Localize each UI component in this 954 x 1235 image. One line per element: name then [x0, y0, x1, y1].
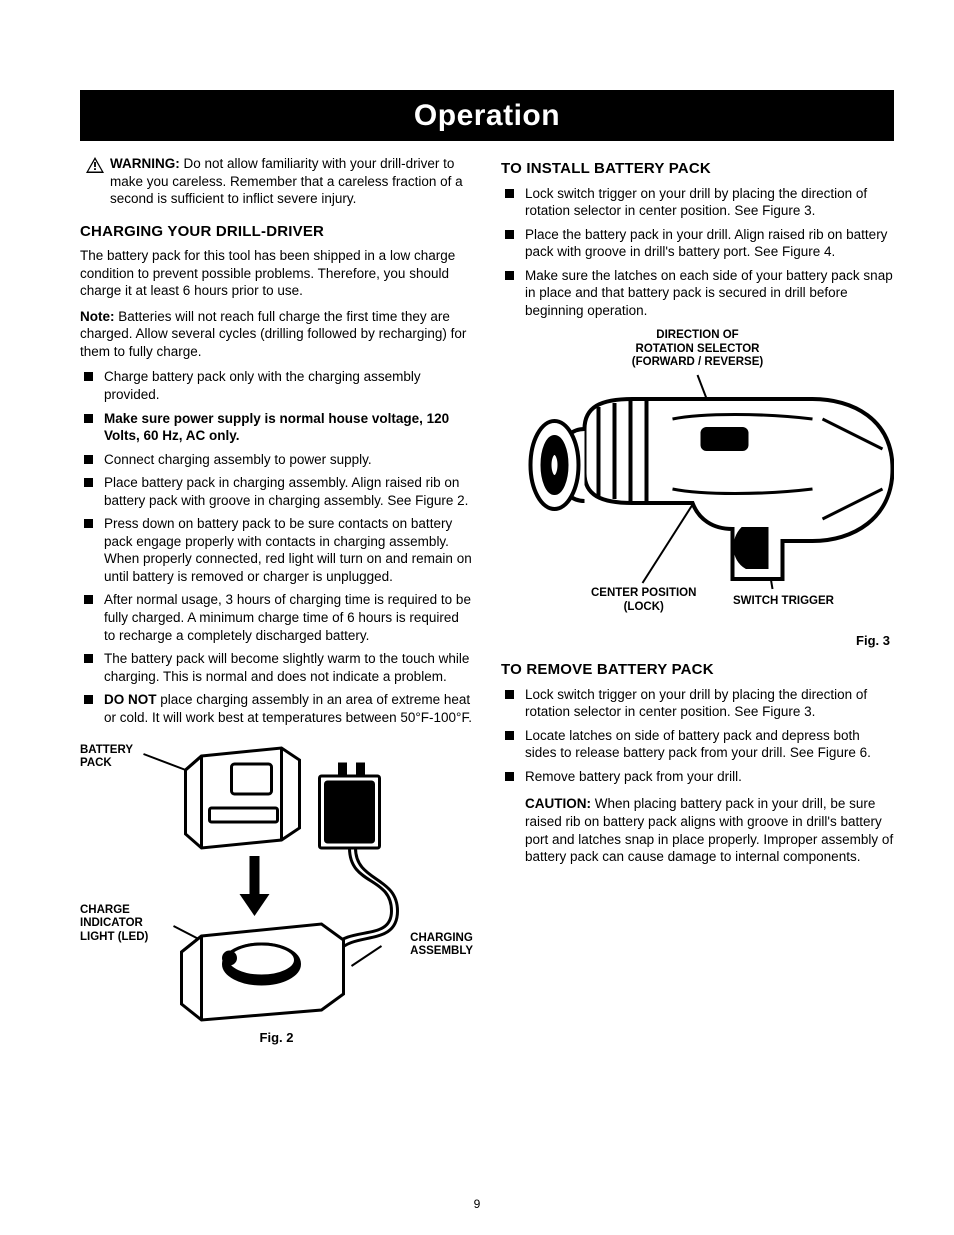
- remove-bullets: Lock switch trigger on your drill by pla…: [501, 686, 894, 786]
- fig3-label-trigger: SWITCH TRIGGER: [733, 595, 834, 608]
- list-item: Lock switch trigger on your drill by pla…: [501, 185, 894, 220]
- list-item: Place battery pack in charging assembly.…: [80, 474, 473, 509]
- fig2-caption: Fig. 2: [80, 1030, 473, 1047]
- list-item: Connect charging assembly to power suppl…: [80, 451, 473, 469]
- fig2-label-led: CHARGE INDICATOR LIGHT (LED): [80, 904, 148, 944]
- fig3-label-top: DIRECTION OF ROTATION SELECTOR (FORWARD …: [501, 329, 894, 369]
- caution-block: CAUTION: When placing battery pack in yo…: [501, 795, 894, 865]
- fig2-label-battery: BATTERY PACK: [80, 744, 133, 770]
- page-number: 9: [0, 1197, 954, 1213]
- operation-banner: Operation: [80, 90, 894, 141]
- figure-2: BATTERY PACK CHARGE INDICATOR LIGHT (LED…: [80, 736, 473, 1026]
- fig2-drawing: [80, 736, 473, 1026]
- fig3-drawing: [501, 329, 894, 629]
- charging-heading: CHARGING YOUR DRILL-DRIVER: [80, 222, 473, 242]
- charging-intro: The battery pack for this tool has been …: [80, 247, 473, 300]
- right-column: TO INSTALL BATTERY PACK Lock switch trig…: [501, 155, 894, 1047]
- list-item: Locate latches on side of battery pack a…: [501, 727, 894, 762]
- list-item: Charge battery pack only with the chargi…: [80, 368, 473, 403]
- charging-bullets: Charge battery pack only with the chargi…: [80, 368, 473, 726]
- install-bullets: Lock switch trigger on your drill by pla…: [501, 185, 894, 320]
- list-item: Press down on battery pack to be sure co…: [80, 515, 473, 585]
- list-item: DO NOT place charging assembly in an are…: [80, 691, 473, 726]
- fig3-label-center: CENTER POSITION (LOCK): [591, 587, 696, 613]
- list-item: The battery pack will become slightly wa…: [80, 650, 473, 685]
- list-item: Place the battery pack in your drill. Al…: [501, 226, 894, 261]
- list-item: Remove battery pack from your drill.: [501, 768, 894, 786]
- figure-3: DIRECTION OF ROTATION SELECTOR (FORWARD …: [501, 329, 894, 629]
- list-item: Make sure power supply is normal house v…: [80, 410, 473, 445]
- fig2-label-assembly: CHARGING ASSEMBLY: [410, 932, 473, 958]
- caution-lead: CAUTION:: [525, 796, 591, 811]
- list-item: Make sure the latches on each side of yo…: [501, 267, 894, 320]
- install-heading: TO INSTALL BATTERY PACK: [501, 159, 894, 179]
- left-column: WARNING: Do not allow familiarity with y…: [80, 155, 473, 1047]
- charging-note: Note: Batteries will not reach full char…: [80, 308, 473, 361]
- remove-heading: TO REMOVE BATTERY PACK: [501, 660, 894, 680]
- list-item: After normal usage, 3 hours of charging …: [80, 591, 473, 644]
- warning-triangle-icon: [86, 157, 104, 177]
- fig3-caption: Fig. 3: [501, 633, 894, 650]
- list-item: Lock switch trigger on your drill by pla…: [501, 686, 894, 721]
- warning-block: WARNING: Do not allow familiarity with y…: [80, 155, 473, 208]
- warning-lead: WARNING:: [110, 156, 180, 171]
